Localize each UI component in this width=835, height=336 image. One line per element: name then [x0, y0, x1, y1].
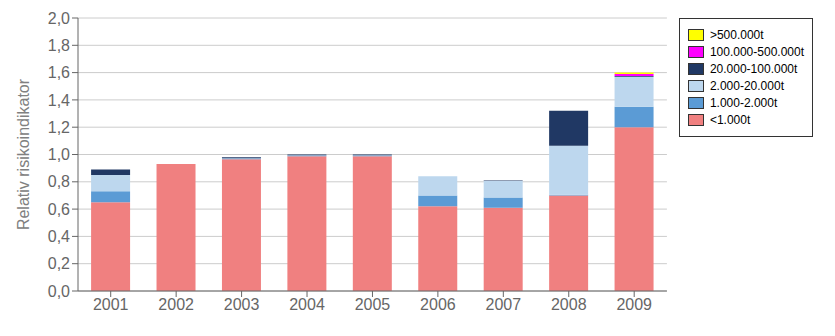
svg-text:2006: 2006: [420, 296, 456, 313]
html-text:1.000-2.000t: 1.000-2.000t: [709, 96, 778, 110]
html-text:20.000-100.000t: 20.000-100.000t: [709, 62, 798, 76]
svg-text:2003: 2003: [224, 296, 260, 313]
svg-text:0,8: 0,8: [48, 173, 70, 190]
svg-text:2,0: 2,0: [48, 10, 70, 27]
svg-text:2007: 2007: [486, 296, 522, 313]
svg-text:0,2: 0,2: [48, 255, 70, 272]
svg-text:1,8: 1,8: [48, 37, 70, 54]
html-text:<1.000t: <1.000t: [709, 113, 751, 127]
svg-text:0,4: 0,4: [48, 228, 70, 245]
svg-text:1,6: 1,6: [48, 64, 70, 81]
svg-text:2008: 2008: [551, 296, 587, 313]
svg-text:Relativ risikoindikator: Relativ risikoindikator: [15, 78, 32, 230]
svg-text:2001: 2001: [93, 296, 129, 313]
svg-text:1,4: 1,4: [48, 92, 70, 109]
svg-text:2005: 2005: [355, 296, 391, 313]
svg-text:0,6: 0,6: [48, 201, 70, 218]
svg-text:2009: 2009: [616, 296, 652, 313]
svg-text:0,0: 0,0: [48, 283, 70, 300]
svg-text:2004: 2004: [289, 296, 325, 313]
html-text:100.000-500.000t: 100.000-500.000t: [709, 45, 804, 59]
html-text:2.000-20.000t: 2.000-20.000t: [709, 79, 784, 93]
html-text:>500.000t: >500.000t: [709, 28, 764, 42]
svg-text:1,2: 1,2: [48, 119, 70, 136]
svg-text:1,0: 1,0: [48, 146, 70, 163]
svg-text:2002: 2002: [158, 296, 194, 313]
